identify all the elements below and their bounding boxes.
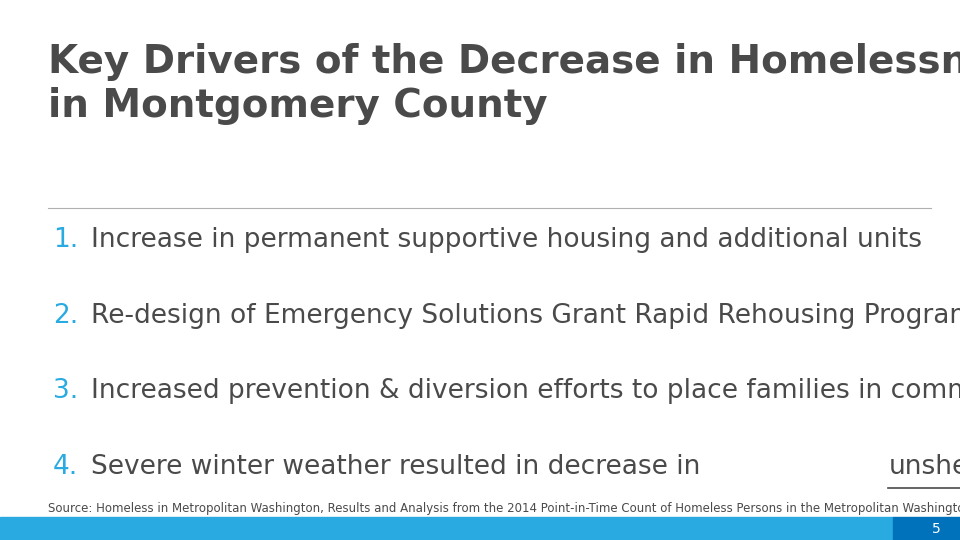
Text: Source: Homeless in Metropolitan Washington, Results and Analysis from the 2014 : Source: Homeless in Metropolitan Washing…	[48, 502, 960, 515]
Text: Increased prevention & diversion efforts to place families in community: Increased prevention & diversion efforts…	[91, 379, 960, 404]
Text: 5: 5	[931, 522, 941, 536]
Text: 2.: 2.	[53, 303, 78, 329]
Text: 1.: 1.	[53, 227, 78, 253]
Text: Key Drivers of the Decrease in Homelessness
in Montgomery County: Key Drivers of the Decrease in Homelessn…	[48, 43, 960, 125]
Text: Severe winter weather resulted in decrease in: Severe winter weather resulted in decrea…	[91, 454, 708, 480]
Bar	[893, 517, 960, 540]
Text: 4.: 4.	[53, 454, 78, 480]
Bar	[0, 517, 893, 540]
Text: Increase in permanent supportive housing and additional units: Increase in permanent supportive housing…	[91, 227, 923, 253]
Text: Re-design of Emergency Solutions Grant Rapid Rehousing Program: Re-design of Emergency Solutions Grant R…	[91, 303, 960, 329]
Text: unsheltered: unsheltered	[888, 454, 960, 480]
Text: 3.: 3.	[53, 379, 78, 404]
